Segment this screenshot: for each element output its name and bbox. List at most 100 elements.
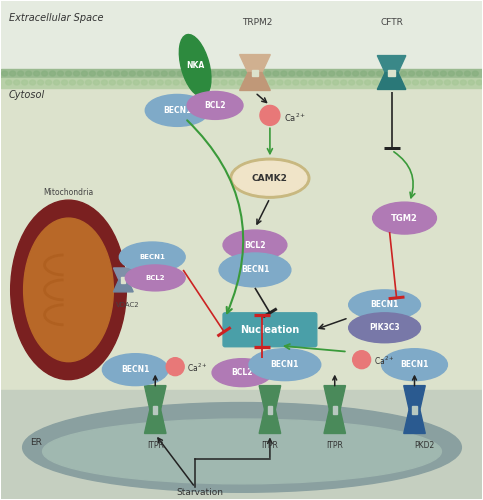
Polygon shape <box>240 54 270 72</box>
Text: CFTR: CFTR <box>380 18 403 27</box>
Ellipse shape <box>43 419 441 484</box>
Ellipse shape <box>70 80 75 85</box>
Ellipse shape <box>356 80 363 85</box>
Text: PKD2: PKD2 <box>414 442 435 450</box>
Bar <box>268 406 272 413</box>
Ellipse shape <box>193 71 199 76</box>
Circle shape <box>353 350 370 368</box>
Ellipse shape <box>23 402 461 492</box>
Polygon shape <box>240 72 270 90</box>
Ellipse shape <box>397 80 402 85</box>
Ellipse shape <box>472 71 478 76</box>
Ellipse shape <box>34 71 40 76</box>
Polygon shape <box>114 280 133 292</box>
Ellipse shape <box>26 71 31 76</box>
Ellipse shape <box>93 80 99 85</box>
Text: TRPM2: TRPM2 <box>242 18 272 27</box>
Bar <box>0 80 483 390</box>
Polygon shape <box>377 72 406 90</box>
Ellipse shape <box>82 71 87 76</box>
Ellipse shape <box>129 71 135 76</box>
Ellipse shape <box>6 80 12 85</box>
Ellipse shape <box>349 290 421 320</box>
Ellipse shape <box>325 80 331 85</box>
Ellipse shape <box>230 158 310 198</box>
Ellipse shape <box>253 80 259 85</box>
Ellipse shape <box>177 71 183 76</box>
Ellipse shape <box>66 71 71 76</box>
Ellipse shape <box>437 80 442 85</box>
Ellipse shape <box>217 71 223 76</box>
Ellipse shape <box>153 71 159 76</box>
Text: BCL2: BCL2 <box>145 275 165 281</box>
Ellipse shape <box>448 71 455 76</box>
Ellipse shape <box>409 71 414 76</box>
Ellipse shape <box>377 71 383 76</box>
Ellipse shape <box>169 71 175 76</box>
Ellipse shape <box>456 71 462 76</box>
Text: Extracellular Space: Extracellular Space <box>9 12 103 22</box>
Ellipse shape <box>349 80 355 85</box>
Ellipse shape <box>42 71 47 76</box>
Ellipse shape <box>119 242 185 272</box>
Ellipse shape <box>125 265 185 291</box>
Ellipse shape <box>261 80 267 85</box>
Ellipse shape <box>125 80 131 85</box>
Text: BECN1: BECN1 <box>400 360 429 369</box>
Ellipse shape <box>179 34 211 96</box>
Ellipse shape <box>285 80 291 85</box>
Ellipse shape <box>223 230 287 260</box>
Ellipse shape <box>24 218 114 362</box>
Ellipse shape <box>185 71 191 76</box>
Circle shape <box>260 106 280 126</box>
Ellipse shape <box>405 80 411 85</box>
Polygon shape <box>377 56 406 72</box>
Bar <box>333 406 337 413</box>
Bar <box>388 70 395 75</box>
Polygon shape <box>144 386 166 409</box>
Ellipse shape <box>460 80 467 85</box>
Ellipse shape <box>412 80 418 85</box>
Ellipse shape <box>317 80 323 85</box>
Ellipse shape <box>137 71 143 76</box>
Ellipse shape <box>14 80 20 85</box>
Ellipse shape <box>145 94 209 126</box>
Ellipse shape <box>372 202 437 234</box>
Text: NKA: NKA <box>186 61 204 70</box>
Polygon shape <box>324 410 345 434</box>
Ellipse shape <box>333 80 339 85</box>
Ellipse shape <box>257 71 263 76</box>
Bar <box>252 70 258 75</box>
Ellipse shape <box>469 80 474 85</box>
Ellipse shape <box>265 71 271 76</box>
Ellipse shape <box>353 71 359 76</box>
Ellipse shape <box>249 71 255 76</box>
Ellipse shape <box>400 71 407 76</box>
Text: ER: ER <box>29 438 42 447</box>
Text: BECN1: BECN1 <box>370 300 399 310</box>
Ellipse shape <box>57 71 63 76</box>
Ellipse shape <box>432 71 439 76</box>
Ellipse shape <box>54 80 59 85</box>
Ellipse shape <box>369 71 375 76</box>
Ellipse shape <box>157 80 163 85</box>
Polygon shape <box>404 386 425 409</box>
Text: BCL2: BCL2 <box>231 368 253 377</box>
Ellipse shape <box>165 80 171 85</box>
Ellipse shape <box>416 71 423 76</box>
Ellipse shape <box>145 71 151 76</box>
Text: Ca$^{2+}$: Ca$^{2+}$ <box>284 111 306 124</box>
Ellipse shape <box>209 71 215 76</box>
Ellipse shape <box>241 71 247 76</box>
Ellipse shape <box>189 80 195 85</box>
Ellipse shape <box>321 71 327 76</box>
Ellipse shape <box>89 71 96 76</box>
Ellipse shape <box>245 80 251 85</box>
Polygon shape <box>259 386 281 409</box>
Text: BCL2: BCL2 <box>204 101 226 110</box>
Polygon shape <box>404 410 425 434</box>
Ellipse shape <box>22 80 28 85</box>
Ellipse shape <box>105 71 112 76</box>
Ellipse shape <box>29 80 36 85</box>
Ellipse shape <box>50 71 56 76</box>
